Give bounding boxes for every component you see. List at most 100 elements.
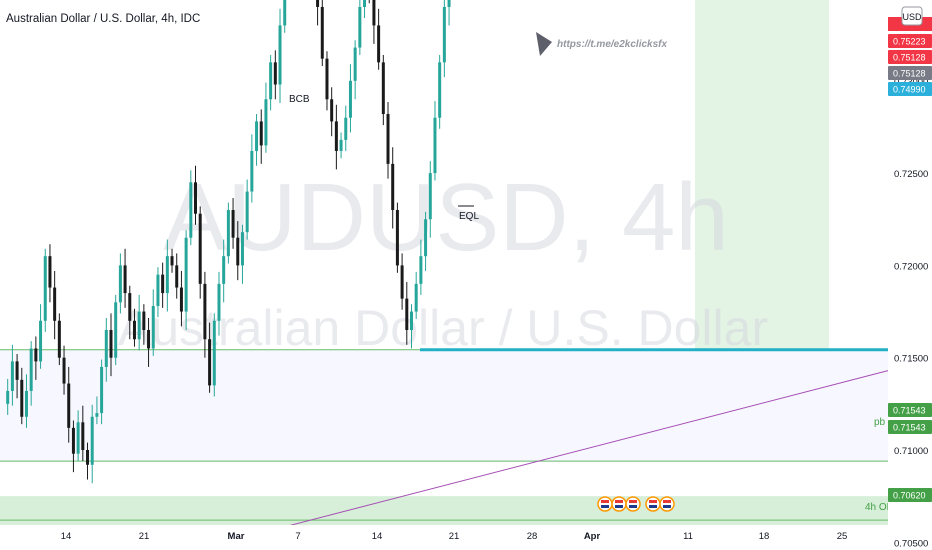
- telegram-link[interactable]: https://t.me/e2kclicksfx: [557, 39, 667, 50]
- price-tag-bg: [888, 34, 932, 48]
- x-tick-label: 25: [837, 531, 848, 542]
- price-tag-label: 0.75128: [893, 53, 926, 63]
- price-tag: 0.75223: [888, 34, 932, 48]
- us-flag-stripe: [615, 500, 623, 503]
- x-tick-label: Apr: [584, 531, 601, 542]
- candle-body: [395, 210, 399, 266]
- candle-body: [377, 25, 381, 63]
- candle-body: [405, 298, 409, 331]
- us-flag-icon[interactable]: [611, 496, 627, 512]
- price-tag-bg: [888, 488, 932, 502]
- candle-body: [34, 348, 38, 362]
- candle-body: [217, 283, 221, 321]
- us-flag-stripe: [601, 500, 609, 503]
- candle-body: [71, 427, 75, 454]
- candle-body: [24, 390, 28, 417]
- us-flag-stripe: [629, 500, 637, 503]
- candle-body: [142, 311, 146, 331]
- candle-body: [348, 80, 352, 118]
- us-flag-icon[interactable]: [645, 496, 661, 512]
- price-tag: 0.71543: [888, 420, 932, 434]
- candle-body: [151, 306, 155, 349]
- x-tick-label: 14: [372, 531, 383, 542]
- candle-body: [372, 0, 376, 26]
- candle-body: [231, 210, 235, 238]
- us-flag-icon[interactable]: [659, 496, 675, 512]
- usd-button[interactable]: USD: [901, 6, 923, 26]
- x-tick-label: 21: [139, 531, 150, 542]
- candle-body: [15, 361, 19, 380]
- candle-body: [57, 320, 61, 358]
- candle-body: [128, 293, 132, 321]
- candle-body: [132, 320, 136, 340]
- short-target-zone: [695, 0, 829, 350]
- price-tag-label: 0.71543: [893, 406, 926, 416]
- candle-body: [381, 62, 385, 115]
- watermark-symbol: AUDUSD, 4h: [163, 164, 729, 271]
- candle-body: [344, 117, 348, 140]
- lines-layer: [0, 348, 889, 550]
- x-tick-label: 21: [449, 531, 460, 542]
- candle-body: [104, 330, 108, 367]
- price-tag-label: 0.75128: [893, 69, 926, 79]
- price-tag-label: 0.70620: [893, 491, 926, 501]
- candle-body: [20, 379, 24, 417]
- ob4h-label: 4h OB: [865, 502, 894, 513]
- candle-body: [212, 320, 216, 386]
- us-flag-stripe: [615, 505, 623, 508]
- candle-body: [264, 99, 268, 146]
- us-flag-stripe: [649, 505, 657, 508]
- x-tick-label: 28: [527, 531, 538, 542]
- candle-body: [363, 0, 367, 7]
- price-tag-bg: [888, 50, 932, 64]
- price-tags: 0.75223 0.75128 0.75128 0.74990 0.71543 0.715…: [888, 17, 932, 502]
- candle-body: [424, 219, 428, 257]
- arrow-icon: [536, 32, 552, 56]
- candles-layer: [6, 0, 451, 484]
- usd-button-label: USD: [902, 12, 922, 22]
- watermark: AUDUSD, 4h Australian Dollar / U.S. Doll…: [118, 164, 768, 356]
- candle-body: [114, 302, 118, 358]
- x-tick-label: 14: [61, 531, 72, 542]
- candle-body: [320, 6, 324, 59]
- candle-body: [433, 117, 437, 174]
- candle-body: [156, 274, 160, 307]
- candle-body: [222, 256, 226, 284]
- candle-body: [109, 330, 113, 358]
- price-tag: 0.75128: [888, 66, 932, 80]
- candle-body: [29, 348, 33, 391]
- candle-body: [123, 265, 127, 294]
- candle-body: [118, 265, 122, 303]
- x-tick-label: 11: [683, 531, 693, 542]
- candle-body: [90, 416, 94, 465]
- candle-body: [409, 311, 413, 331]
- price-tag-bg: [888, 82, 932, 96]
- candle-body: [414, 283, 418, 312]
- candle-body: [240, 232, 244, 266]
- us-flag-stripe: [663, 500, 671, 503]
- candle-body: [226, 210, 230, 257]
- candle-body: [86, 450, 90, 465]
- chart-title: Australian Dollar / U.S. Dollar, 4h, IDC: [6, 13, 200, 25]
- us-flag-icon[interactable]: [597, 496, 613, 512]
- candle-body: [447, 0, 451, 7]
- candle-body: [428, 173, 432, 220]
- trend-line: [193, 370, 889, 550]
- price-tag-label: 0.75223: [893, 37, 926, 47]
- candle-body: [184, 237, 188, 312]
- price-tag: 0.70620: [888, 488, 932, 502]
- y-tick-label: 0.72000: [894, 261, 928, 272]
- candle-body: [236, 237, 240, 266]
- y-tick-label: 0.70500: [894, 538, 928, 549]
- candle-body: [189, 182, 193, 238]
- price-tag-label: 0.74990: [893, 85, 926, 95]
- time-axis: 14 21 Mar 7 14 21 28 Apr 11 18 25: [0, 525, 888, 550]
- candle-body: [400, 265, 404, 299]
- us-flag-icon[interactable]: [625, 496, 641, 512]
- candle-body: [438, 62, 442, 118]
- candle-body: [53, 287, 57, 321]
- candle-body: [39, 320, 43, 362]
- candle-body: [316, 0, 320, 7]
